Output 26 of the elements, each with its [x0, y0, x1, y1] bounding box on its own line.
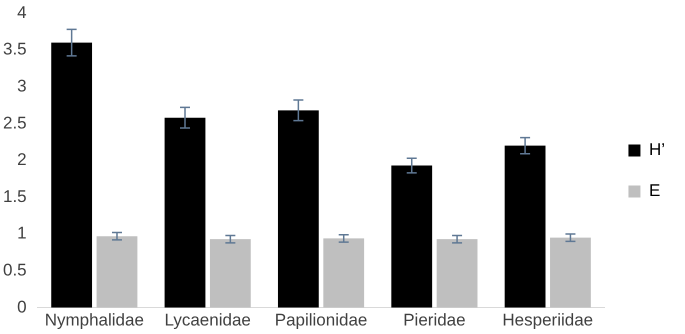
x-tick-label: Hesperiidae — [502, 310, 594, 330]
bar — [391, 166, 432, 308]
bar — [504, 146, 546, 308]
legend-label: H’ — [648, 140, 666, 160]
bar — [51, 42, 92, 308]
bar — [436, 239, 478, 308]
y-tick-label: 3.5 — [2, 40, 27, 59]
y-tick-label: 0.5 — [2, 260, 27, 280]
y-tick-label: 2 — [17, 150, 27, 170]
bar — [96, 236, 138, 308]
x-tick-label: Pieridae — [403, 310, 466, 330]
y-tick-label: 4 — [17, 2, 27, 22]
x-tick-label: Lycaenidae — [164, 310, 251, 330]
y-tick-label: 0 — [17, 297, 27, 316]
x-tick-label: Papilionidae — [274, 310, 368, 330]
x-tick-label: Nymphalidae — [44, 310, 144, 330]
bar — [550, 238, 591, 308]
y-tick-label: 1.5 — [2, 186, 27, 206]
bar — [210, 239, 251, 308]
bar — [323, 238, 364, 308]
y-tick-label: 1 — [17, 224, 27, 243]
bar — [164, 118, 206, 308]
bar — [278, 110, 319, 308]
legend-label: E — [648, 181, 660, 200]
y-tick-label: 3 — [17, 76, 27, 96]
y-tick-label: 2.5 — [2, 113, 27, 132]
